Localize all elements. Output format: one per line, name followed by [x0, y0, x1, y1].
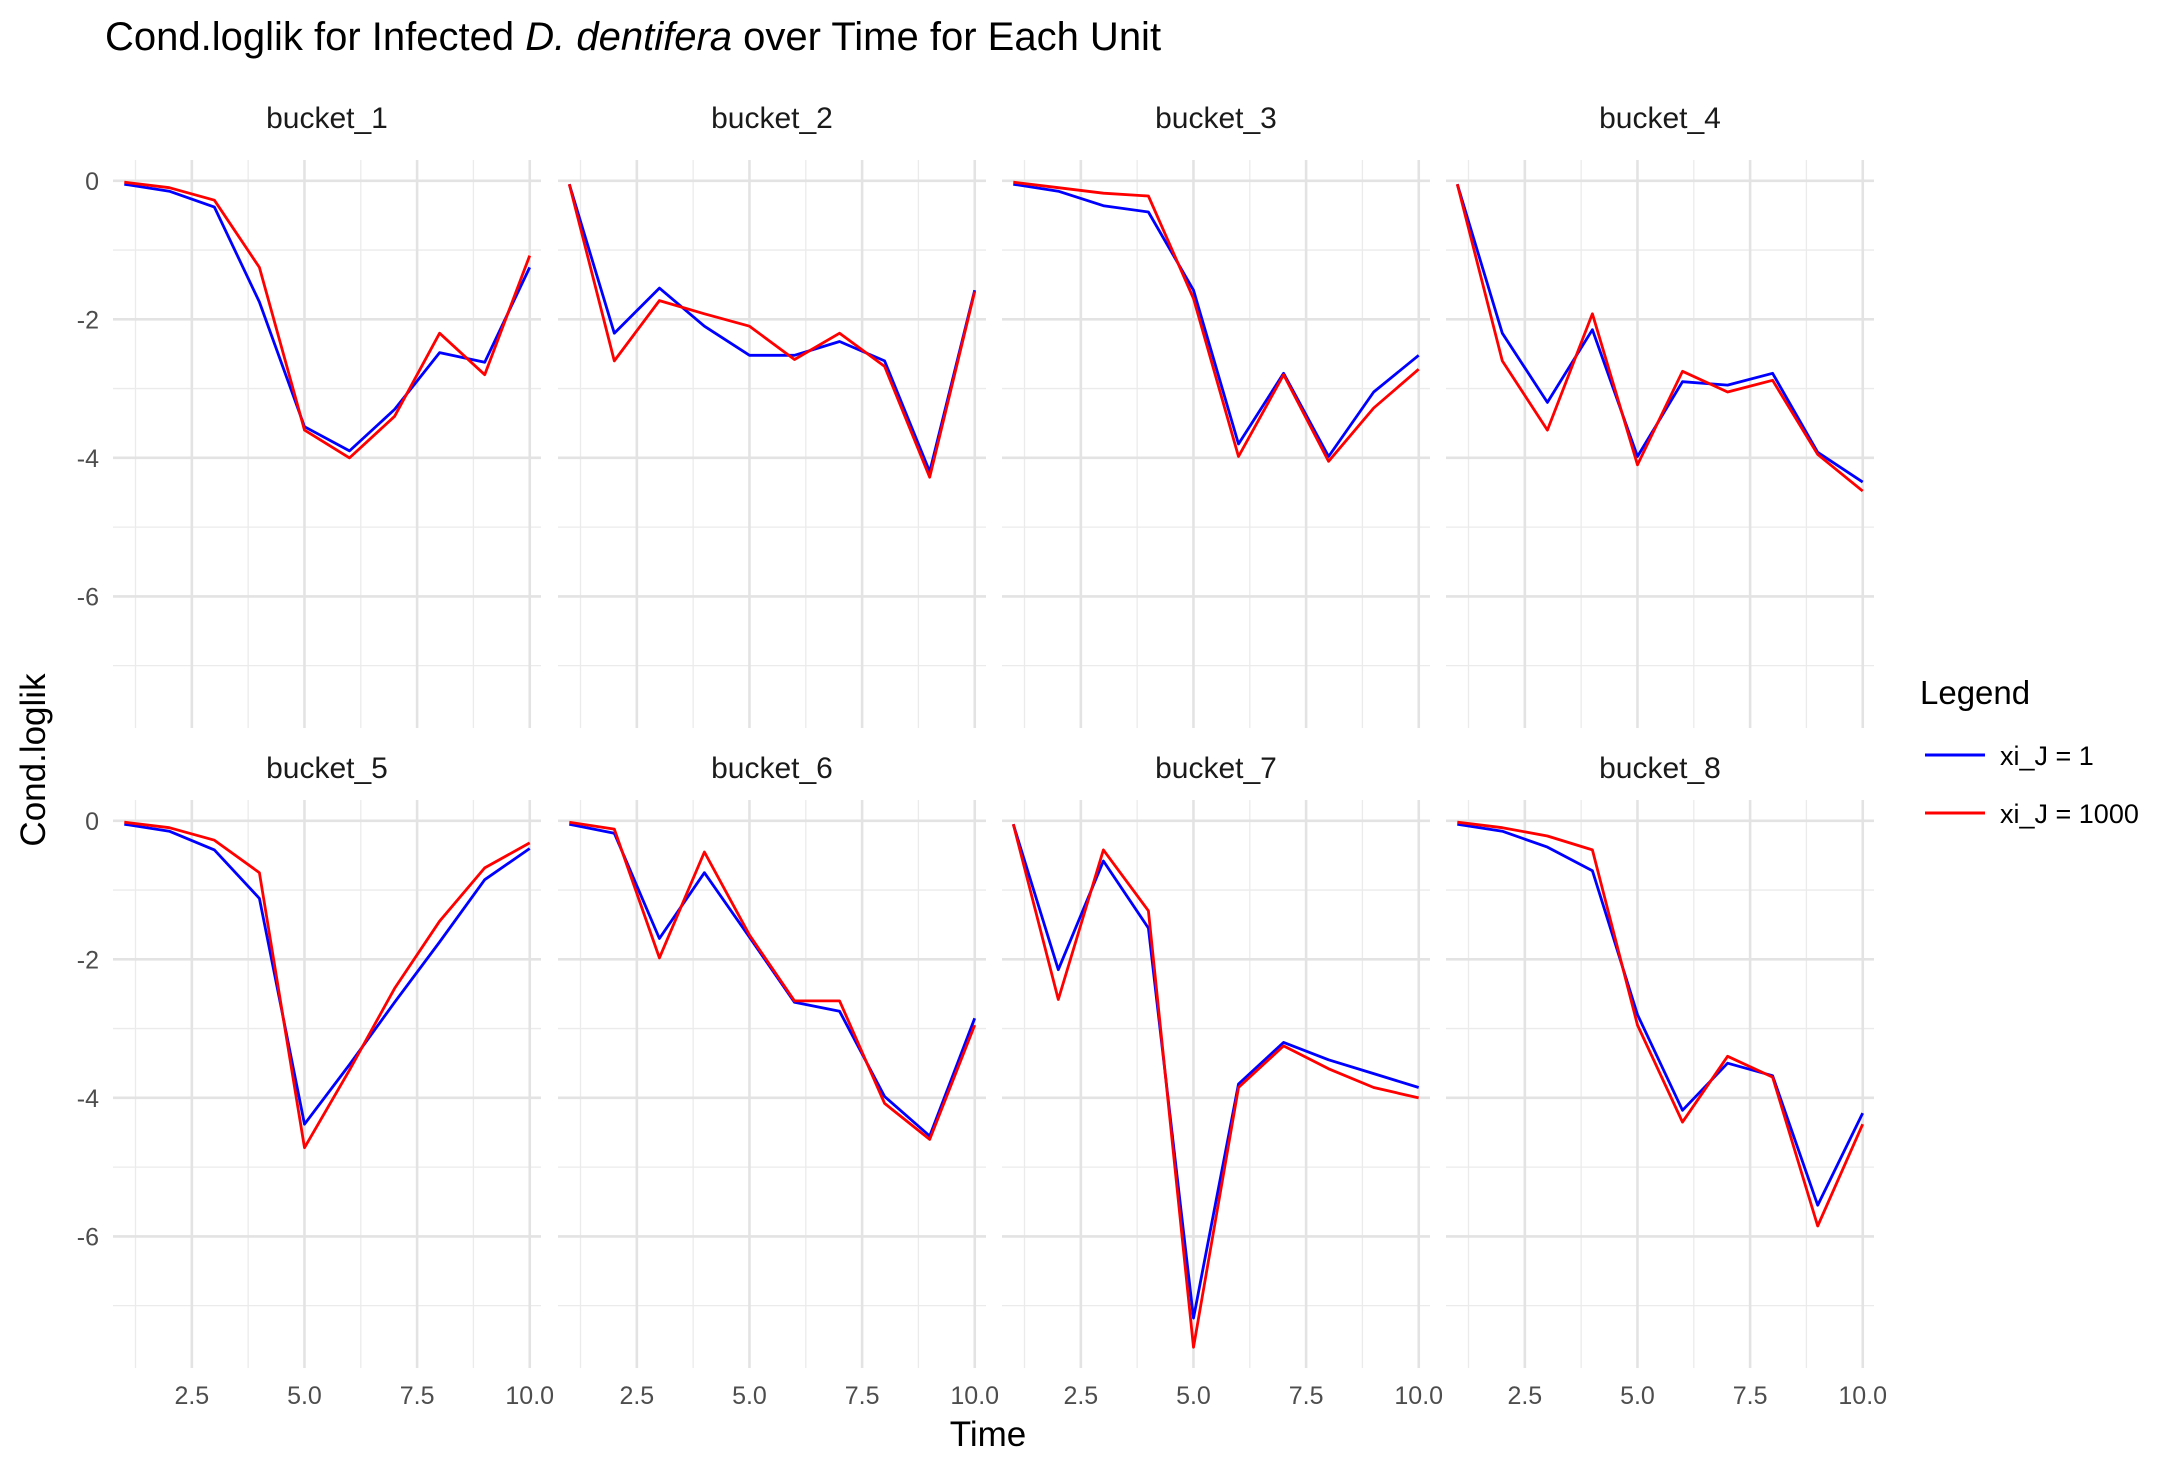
panel-bucket_7: bucket_7 2.5 5.0 7.5 10.0 [1002, 752, 1443, 1410]
chart-title-italic: D. dentifera [525, 15, 732, 59]
panel-bucket_6: bucket_6 2.5 5.0 7.5 10.0 [558, 752, 999, 1410]
x-tick-label: 5.0 [1620, 1382, 1655, 1410]
x-tick-label: 7.5 [845, 1382, 880, 1410]
panel-strip-label: bucket_2 [711, 102, 833, 135]
x-tick-label: 7.5 [400, 1382, 435, 1410]
x-tick-label: 2.5 [1507, 1382, 1542, 1410]
panel-bucket_5: bucket_5 0 -2 -4 -6 2.5 5.0 7.5 10.0 [77, 752, 554, 1410]
series-line-xi-j-1 [124, 822, 531, 1126]
series-line-xi-j-1000 [124, 180, 532, 460]
x-tick-label: 5.0 [287, 1382, 322, 1410]
series-line-xi-j-1 [567, 183, 977, 474]
legend: Legend xi_J = 1 xi_J = 1000 [1920, 674, 2139, 829]
series-line-xi-j-1000 [1455, 183, 1864, 493]
y-tick-label: -4 [77, 1085, 99, 1113]
series-line-xi-j-1 [1011, 823, 1420, 1320]
x-axis-title: Time [950, 1415, 1026, 1454]
series-line-xi-j-1000 [567, 183, 977, 479]
y-tick-label: -2 [77, 306, 99, 334]
x-tick-label: 10.0 [505, 1382, 554, 1410]
series-line-xi-j-1000 [124, 820, 531, 1150]
y-tick-label: -2 [77, 946, 99, 974]
x-tick-label: 7.5 [1289, 1382, 1324, 1410]
panel-strip-label: bucket_7 [1155, 752, 1277, 785]
series-line-xi-j-1 [124, 182, 531, 453]
chart-title: Cond.loglik for Infected D. dentifera ov… [105, 15, 1161, 59]
x-tick-label: 10.0 [950, 1382, 999, 1410]
panel-bucket_8: bucket_8 2.5 5.0 7.5 10.0 [1446, 752, 1887, 1410]
x-tick-label: 5.0 [732, 1382, 767, 1410]
panel-strip-label: bucket_6 [711, 752, 833, 785]
y-tick-label: -6 [77, 583, 99, 611]
series-line-xi-j-1 [1013, 182, 1420, 458]
panel-bucket_3: bucket_3 [1002, 102, 1430, 728]
y-axis-title: Cond.loglik [14, 673, 53, 847]
x-tick-label: 10.0 [1394, 1382, 1443, 1410]
y-tick-label: 0 [85, 168, 99, 196]
chart-title-prefix: Cond.loglik for Infected [105, 15, 525, 59]
series-line-xi-j-1000 [1013, 180, 1420, 463]
panel-strip-label: bucket_1 [266, 102, 388, 135]
panel-bucket_2: bucket_2 [558, 102, 986, 728]
y-tick-label: 0 [85, 808, 99, 836]
chart-title-suffix: over Time for Each Unit [732, 15, 1161, 59]
y-tick-label: -6 [77, 1223, 99, 1251]
x-tick-label: 5.0 [1176, 1382, 1211, 1410]
series-line-xi-j-1 [1457, 822, 1864, 1207]
series-line-xi-j-1000 [569, 820, 977, 1141]
legend-label-xi-j-1: xi_J = 1 [2000, 741, 2094, 771]
panel-strip-label: bucket_3 [1155, 102, 1277, 135]
series-line-xi-j-1000 [1011, 823, 1420, 1349]
panel-strip-label: bucket_5 [266, 752, 388, 785]
legend-title: Legend [1920, 674, 2030, 711]
series-line-xi-j-1 [1455, 183, 1864, 484]
panel-strip-label: bucket_4 [1599, 102, 1721, 135]
panel-bucket_1: bucket_1 0 -2 -4 -6 [77, 102, 541, 728]
legend-label-xi-j-1000: xi_J = 1000 [2000, 799, 2139, 829]
x-tick-label: 2.5 [174, 1382, 209, 1410]
panel-bucket_4: bucket_4 [1446, 102, 1874, 728]
y-tick-label: -4 [77, 445, 99, 473]
x-tick-label: 2.5 [619, 1382, 654, 1410]
x-tick-label: 2.5 [1063, 1382, 1098, 1410]
x-tick-label: 10.0 [1838, 1382, 1887, 1410]
panel-strip-label: bucket_8 [1599, 752, 1721, 785]
x-tick-label: 7.5 [1733, 1382, 1768, 1410]
series-line-xi-j-1000 [1457, 820, 1864, 1228]
